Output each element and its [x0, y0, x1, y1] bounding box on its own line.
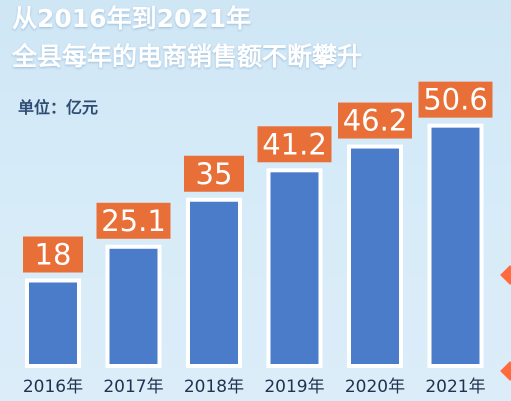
x-tick-label: 2016年 [23, 377, 83, 397]
value-label: 50.6 [423, 83, 488, 117]
bar-2021年 [427, 123, 484, 369]
bar-2017年 [105, 244, 162, 368]
chart-subtitle: 全县每年的电商销售额不断攀升 [12, 42, 363, 71]
value-label: 18 [35, 238, 72, 272]
x-tick-label: 2018年 [184, 377, 244, 397]
x-tick-label: 2020年 [345, 377, 405, 397]
bar-2019年 [266, 168, 323, 368]
value-label: 41.2 [262, 127, 327, 161]
value-label-box [257, 126, 332, 163]
chart-title: 从2016年到2021年 [12, 4, 252, 33]
unit-label: 单位：亿元 [18, 98, 99, 117]
value-label-box [23, 236, 83, 273]
value-label: 46.2 [343, 104, 408, 138]
value-label-box [418, 81, 493, 118]
value-label-box [96, 202, 171, 239]
value-label-box [338, 102, 412, 139]
x-tick-label: 2017年 [103, 377, 163, 397]
bar-2018年 [186, 197, 242, 368]
value-label: 35 [196, 157, 233, 191]
value-label: 25.1 [101, 204, 166, 238]
bar-2020年 [347, 144, 403, 368]
x-tick-label: 2019年 [264, 377, 324, 397]
x-tick-label: 2021年 [425, 377, 485, 397]
bar-2016年 [25, 278, 81, 368]
value-label-box [184, 155, 244, 192]
